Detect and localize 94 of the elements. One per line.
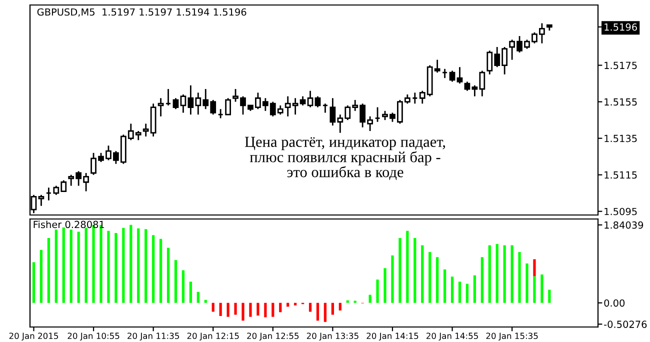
bar [346,300,349,303]
x-tick-label: 20 Jan 14:15 [366,332,418,341]
bar [443,269,446,303]
bar [249,302,252,317]
bar [242,302,244,321]
bar [548,290,551,303]
bar [294,302,297,306]
candlestick [172,97,179,110]
y-tick-label: 0.00 [604,299,625,307]
bar [450,276,454,303]
bar [436,257,439,303]
bar [62,227,65,303]
bar [204,300,207,303]
bar [219,302,222,316]
bar [488,245,491,303]
bar [368,294,372,303]
candlestick [449,70,456,82]
bar [122,228,125,303]
bar [503,245,506,303]
bar [391,255,394,303]
x-tick-label: 20 Jan 12:15 [187,332,239,341]
bar [77,232,80,303]
bar [107,230,110,303]
x-tick-label: 20 Jan 12:55 [247,332,299,341]
bar [152,235,155,303]
candlestick [225,97,231,116]
chart-title: GBPUSD,M5 1.5197 1.5197 1.5194 1.5196 [37,8,246,17]
bar [212,302,214,312]
bar [526,263,528,303]
bar [226,302,230,317]
candlestick [38,194,44,207]
bar [174,260,178,303]
bar [384,268,386,303]
bar [540,274,544,303]
bar [182,270,185,303]
chart-title: Fisher 0.28081 [34,220,104,228]
y-tick-label: 1.5135 [604,134,637,142]
x-tick-label: 20 Jan 13:35 [306,332,358,341]
bar [159,238,162,303]
y-tick-label: 1.84039 [604,221,644,229]
y-tick-label: 1.5115 [604,171,637,179]
bar [518,252,521,303]
y-tick-label: 1.5175 [604,62,637,70]
bar [84,228,88,303]
bar [324,302,327,322]
bar [458,282,462,303]
bar [130,224,132,303]
bar [480,257,484,303]
x-tick-label: 20 Jan 11:35 [128,332,179,341]
x-tick-label: 20 Jan 14:55 [426,332,478,341]
x-tick-label: 20 Jan 2015 [9,332,58,341]
bar [421,245,424,303]
bar [196,292,200,303]
bar [47,238,50,303]
bar [256,302,260,316]
bar [533,276,536,303]
bar [376,280,379,303]
bar [414,238,416,303]
candlestick [314,96,321,108]
bar [272,302,274,317]
candlestick [307,90,314,108]
bar [308,302,312,312]
bar [264,302,267,318]
bar [338,302,342,310]
bar [166,248,170,303]
x-tick-label: 20 Jan 15:35 [486,332,538,341]
bar [473,275,476,303]
bar [533,259,536,276]
bar [54,230,58,303]
bar [189,282,192,303]
bar [398,238,402,303]
bar [32,262,36,303]
bar [466,284,469,303]
y-tick-label: 1.5095 [604,208,637,216]
annotation: Цена растёт, индикатор падает, плюс появился красный бар - это ошибка в коде [244,136,446,180]
x-tick-label: 20 Jan 10:55 [68,332,120,341]
bar [316,302,320,321]
bar [279,302,282,312]
bar [70,230,72,303]
bar [137,228,140,303]
bar [496,244,498,303]
bar [114,232,118,303]
y-tick-label: 1.5155 [604,98,637,106]
bar [234,302,237,315]
bar [428,252,432,303]
candlestick [456,66,463,84]
y-tick-label: 1.5196 [604,23,637,31]
bar [510,245,514,303]
bar [331,302,334,315]
bar [406,230,409,303]
bar [144,229,148,303]
candlestick [158,97,164,118]
bar [40,250,43,303]
y-tick-label: -0.50276 [604,320,647,328]
